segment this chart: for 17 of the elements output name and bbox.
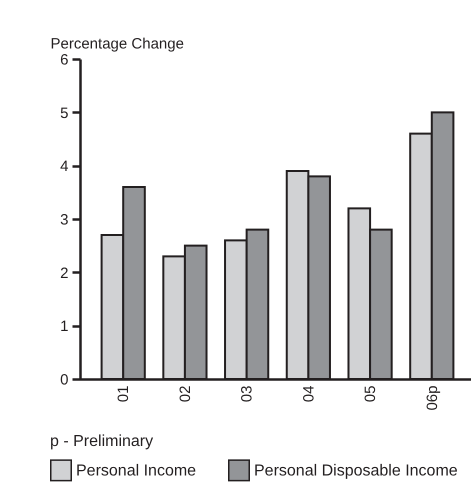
- y-tick-label: 0: [60, 372, 68, 388]
- x-tick-label: 05: [362, 386, 380, 402]
- x-tick-label: 04: [300, 386, 318, 402]
- legend-label: Personal Income: [76, 462, 196, 480]
- x-tick-label: 02: [176, 386, 194, 402]
- x-tick-label: 06p: [424, 386, 441, 411]
- y-tick-label: 2: [60, 264, 68, 282]
- y-tick-label: 3: [60, 212, 68, 228]
- y-tick-label: 6: [60, 52, 68, 68]
- y-tick-label: 4: [60, 158, 68, 176]
- y-tick-label: 1: [60, 318, 68, 336]
- y-axis-title: Percentage Change: [50, 36, 184, 52]
- text: p - Preliminary: [50, 433, 154, 450]
- y-tick-label: 5: [60, 104, 68, 122]
- x-tick-label: 01: [115, 386, 132, 402]
- legend-label: Personal Disposable Income: [254, 462, 458, 480]
- x-tick-label: 03: [238, 386, 256, 402]
